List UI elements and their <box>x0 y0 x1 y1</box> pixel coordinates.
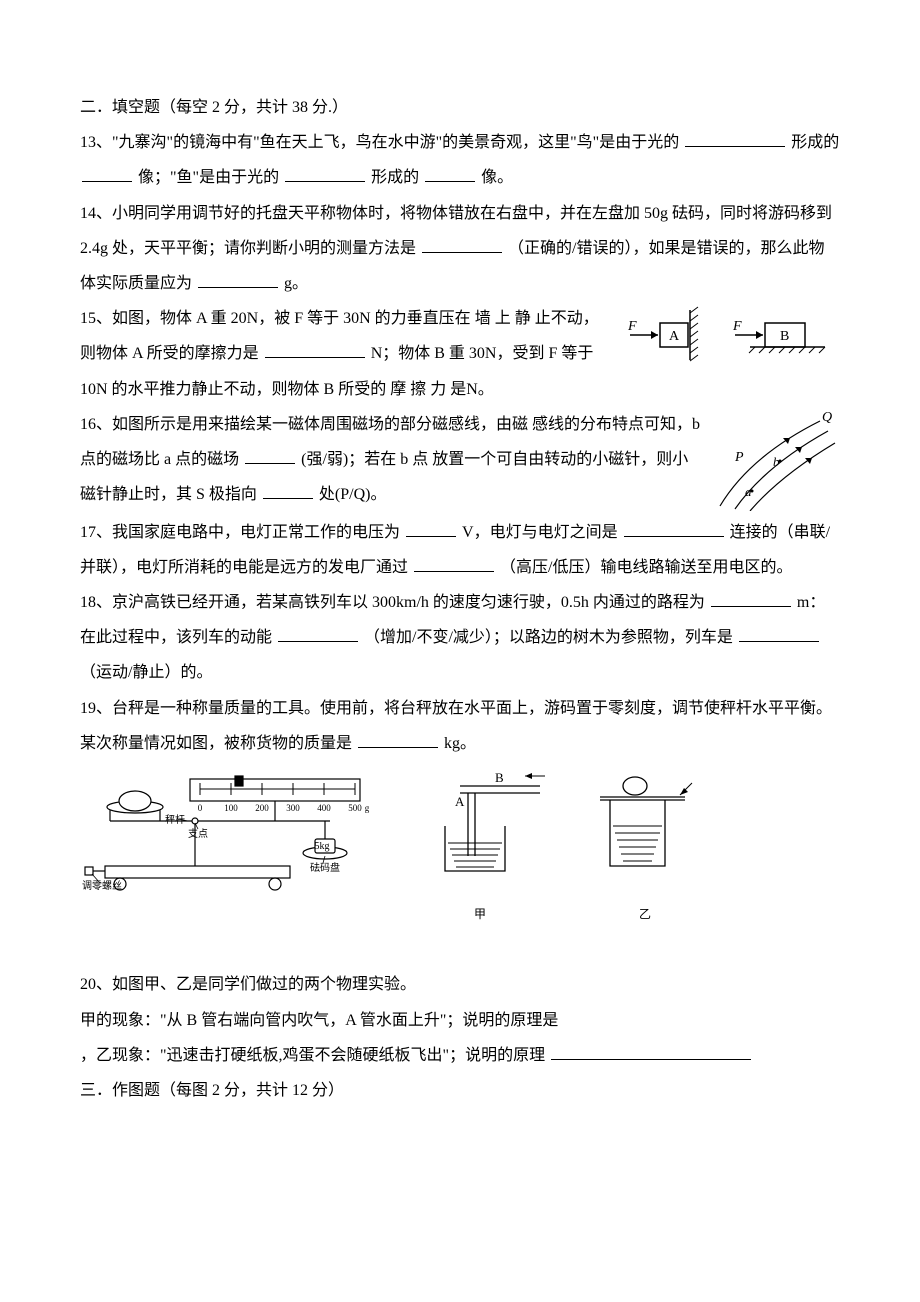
q15-tc: N；物体 B <box>371 345 445 362</box>
svg-text:砝码盘: 砝码盘 <box>310 861 340 874</box>
svg-text:300: 300 <box>286 803 300 813</box>
q16-t1: 16、如图所示是用来描绘某一磁体周围磁场的部分磁感线，由磁 <box>80 416 528 433</box>
section-title: 二．填空题（每空 2 分，共计 38 分.） <box>80 90 840 125</box>
svg-text:g: g <box>365 803 370 813</box>
q13-t2: 形成的 <box>791 134 839 151</box>
q18-t3: （增加/不变/减少）；以路边的树木为参照物，列车是 <box>364 629 733 646</box>
q18-t4: （运动/静止）的。 <box>80 664 212 681</box>
question-19: 19、台秤是一种称量质量的工具。使用前，将台秤放在水平面上，游码置于零刻度，调节… <box>80 691 840 761</box>
q17-t4: （高压/低压）输电线路输送至用电区的。 <box>500 559 792 576</box>
question-17: 17、我国家庭电路中，电灯正常工作的电压为 V，电灯与电灯之间是 连接的（串联/… <box>80 515 840 585</box>
svg-text:调零螺丝: 调零螺丝 <box>82 880 122 892</box>
q13-blank2[interactable] <box>82 165 132 182</box>
q17-t2: V，电灯与电灯之间是 <box>462 524 618 541</box>
question-13: 13、"九寨沟"的镜海中有"鱼在天上飞，鸟在水中游"的美景奇观，这里"鸟"是由于… <box>80 125 840 195</box>
q15-te: 摩 擦 力 是N。 <box>390 381 494 398</box>
question-20-line3: ，乙现象："迅速击打硬纸板,鸡蛋不会随硬纸板飞出"；说明的原理 <box>80 1038 840 1073</box>
svg-text:500: 500 <box>348 803 362 813</box>
svg-text:0: 0 <box>198 803 203 813</box>
jia-label: 甲 <box>410 901 550 927</box>
label-P: P <box>734 450 744 465</box>
q17-t1: 17、我国家庭电路中，电灯正常工作的电压为 <box>80 524 400 541</box>
q13-t5: 像。 <box>481 169 513 186</box>
q20-t3: ，乙现象："迅速击打硬纸板,鸡蛋不会随硬纸板飞出"；说明的原理 <box>80 1047 545 1064</box>
q18-blank1[interactable] <box>711 590 791 607</box>
label-B: B <box>780 329 789 344</box>
q13-t1: 13、"九寨沟"的镜海中有"鱼在天上飞，鸟在水中游"的美景奇观，这里"鸟"是由于… <box>80 134 679 151</box>
section3-title: 三．作图题（每图 2 分，共计 12 分） <box>80 1073 840 1108</box>
q13-blank3[interactable] <box>285 165 365 182</box>
q16-t3: (强/弱)；若在 b 点 <box>301 451 428 468</box>
q16-figure: P Q a b <box>710 411 840 511</box>
svg-text:A: A <box>455 794 465 809</box>
question-20-line1: 20、如图甲、乙是同学们做过的两个物理实验。 <box>80 967 840 1002</box>
q18-blank3[interactable] <box>739 625 819 642</box>
label-Q: Q <box>822 411 832 425</box>
q19-yi-figure: 乙 <box>580 771 710 927</box>
question-14: 14、小明同学用调节好的托盘天平称物体时，将物体错放在右盘中，并在左盘加 50g… <box>80 196 840 302</box>
q20-t2: 甲的现象："从 B 管右端向管内吹气，A 管水面上升"；说明的原理是 <box>80 1012 558 1029</box>
question-20-line2: 甲的现象："从 B 管右端向管内吹气，A 管水面上升"；说明的原理是 <box>80 1003 840 1038</box>
q18-t1: 18、京沪高铁已经开通，若某高铁列车以 300km/h 的速度匀速行驶，0.5h… <box>80 594 705 611</box>
svg-text:200: 200 <box>255 803 269 813</box>
q15-ta: 15、如图，物体 A 重 20N，被 F 等于 30N 的力垂直压在 <box>80 310 471 327</box>
q16-blank1[interactable] <box>245 447 295 464</box>
q15-figure: F A F B <box>620 305 840 365</box>
q14-t3: g。 <box>284 275 308 292</box>
q13-blank1[interactable] <box>685 130 785 147</box>
label-F-a: F <box>627 319 637 334</box>
q17-blank2[interactable] <box>624 520 724 537</box>
yi-label: 乙 <box>580 901 710 927</box>
q13-blank4[interactable] <box>425 165 475 182</box>
q16-blank2[interactable] <box>263 482 313 499</box>
q16-t5: 处(P/Q)。 <box>319 486 387 503</box>
q17-blank3[interactable] <box>414 555 494 572</box>
q19-blank1[interactable] <box>358 731 438 748</box>
q13-t4: 形成的 <box>371 169 419 186</box>
q17-blank1[interactable] <box>406 520 456 537</box>
q19-t2: kg。 <box>444 735 476 752</box>
q20-blank1[interactable] <box>551 1043 751 1060</box>
q19-figures-row: 0100200 300400500 g 5kg 支点 秤杆 调零螺丝 砝码盘 <box>80 771 840 927</box>
label-F-b: F <box>732 319 742 334</box>
svg-text:支点: 支点 <box>188 828 208 840</box>
q13-t3: 像；"鱼"是由于光的 <box>138 169 279 186</box>
q15-blank1[interactable] <box>265 341 365 358</box>
q14-blank1[interactable] <box>422 236 502 253</box>
q19-jia-figure: B A 甲 <box>410 771 550 927</box>
label-A: A <box>669 329 680 344</box>
svg-text:100: 100 <box>224 803 238 813</box>
svg-text:5kg: 5kg <box>315 841 330 852</box>
q18-blank2[interactable] <box>278 625 358 642</box>
question-18: 18、京沪高铁已经开通，若某高铁列车以 300km/h 的速度匀速行驶，0.5h… <box>80 585 840 691</box>
q14-blank2[interactable] <box>198 271 278 288</box>
q19-scale-figure: 0100200 300400500 g 5kg 支点 秤杆 调零螺丝 砝码盘 <box>80 771 380 911</box>
svg-text:400: 400 <box>317 803 331 813</box>
svg-text:B: B <box>495 771 504 785</box>
